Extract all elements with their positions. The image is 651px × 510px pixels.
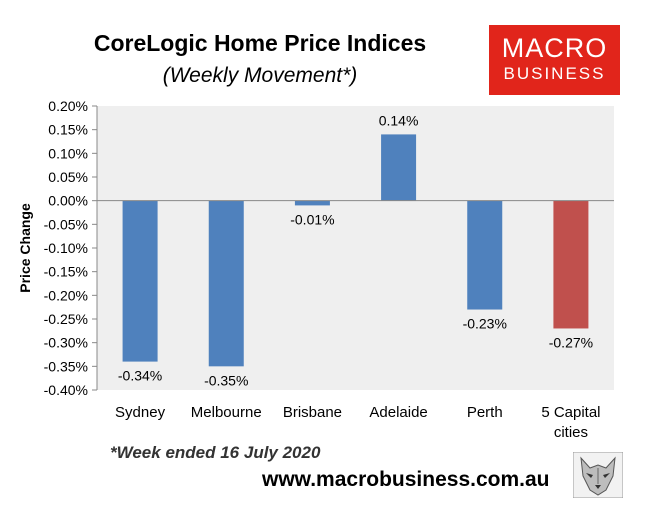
chart-title: CoreLogic Home Price Indices <box>93 30 427 56</box>
x-category-label: Sydney <box>115 404 166 421</box>
plot-area <box>97 106 614 390</box>
y-tick-label: -0.35% <box>44 358 88 374</box>
y-tick-label: -0.25% <box>44 311 88 327</box>
bar <box>553 200 589 329</box>
data-label: -0.23% <box>463 316 507 332</box>
data-label: -0.35% <box>204 372 248 388</box>
footnote: *Week ended 16 July 2020 <box>110 443 321 462</box>
bar <box>122 200 158 362</box>
bar <box>208 200 244 367</box>
x-category-label: Melbourne <box>191 404 262 421</box>
website-url: www.macrobusiness.com.au <box>262 468 550 491</box>
bar <box>467 200 503 310</box>
logo-line-macro: MACRO <box>501 33 608 63</box>
y-tick-label: -0.40% <box>44 382 88 398</box>
x-category-label: Brisbane <box>283 404 342 421</box>
x-category-label: Adelaide <box>369 404 427 421</box>
data-label: -0.01% <box>290 211 334 227</box>
bar <box>294 200 330 206</box>
x-category-label: 5 Capital <box>541 404 600 421</box>
data-label: -0.27% <box>549 334 593 350</box>
logo-line-business: BUSINESS <box>503 64 606 83</box>
y-tick-label: 0.20% <box>48 98 88 114</box>
x-category-label: cities <box>554 424 588 441</box>
y-tick-label: -0.30% <box>44 335 88 351</box>
y-tick-label: -0.10% <box>44 240 88 256</box>
y-axis-title: Price Change <box>17 203 33 293</box>
y-tick-label: 0.10% <box>48 145 88 161</box>
y-tick-label: -0.20% <box>44 287 88 303</box>
y-tick-label: -0.05% <box>44 216 88 232</box>
x-category-label: Perth <box>467 404 503 421</box>
y-tick-label: 0.15% <box>48 122 88 138</box>
wolf-logo-icon <box>573 452 623 498</box>
bar <box>381 134 417 201</box>
data-label: -0.34% <box>118 368 162 384</box>
y-tick-label: 0.05% <box>48 169 88 185</box>
chart-subtitle: (Weekly Movement*) <box>162 64 358 87</box>
data-label: 0.14% <box>379 112 419 128</box>
y-tick-label: -0.15% <box>44 264 88 280</box>
y-tick-label: 0.00% <box>48 193 88 209</box>
macrobusiness-logo: MACRO BUSINESS <box>489 25 620 95</box>
